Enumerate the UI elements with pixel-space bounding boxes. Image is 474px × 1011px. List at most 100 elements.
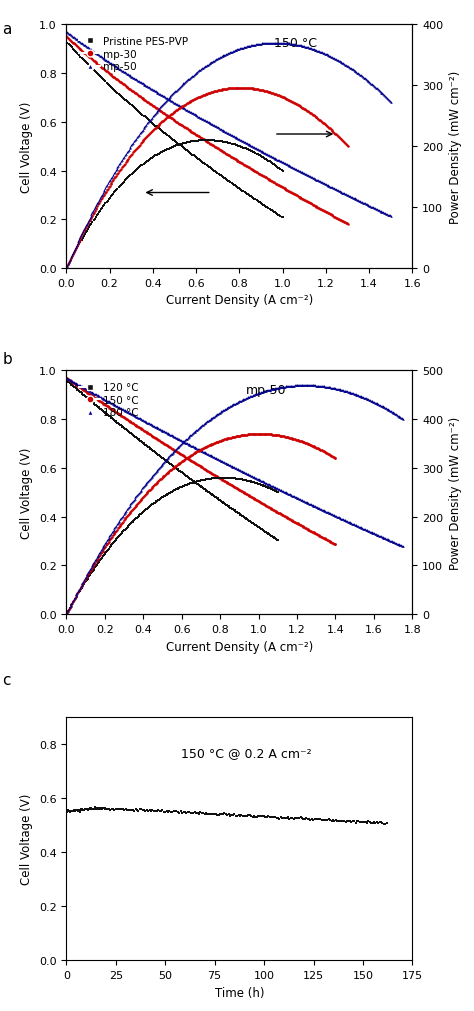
Point: [226, 45, 234, 62]
Point: [386, 208, 393, 224]
Point: [247, 139, 255, 155]
Point: [252, 192, 259, 208]
Point: [255, 808, 262, 824]
Point: [218, 472, 225, 488]
Point: [75, 803, 83, 819]
Point: [102, 397, 110, 413]
Point: [182, 435, 189, 451]
Point: [385, 93, 392, 109]
Point: [354, 519, 361, 535]
Point: [316, 442, 323, 458]
Point: [268, 501, 276, 518]
Point: [96, 547, 104, 563]
Point: [158, 803, 166, 819]
Point: [109, 396, 117, 412]
Point: [131, 143, 139, 159]
Point: [70, 42, 78, 59]
Point: [94, 548, 101, 564]
Point: [217, 404, 225, 421]
Point: [265, 527, 273, 543]
Point: [201, 113, 209, 129]
Point: [254, 519, 261, 535]
Point: [133, 802, 141, 818]
Point: [385, 402, 393, 419]
Point: [125, 170, 132, 186]
Point: [365, 524, 373, 540]
Point: [343, 514, 351, 530]
Point: [277, 155, 285, 171]
Point: [275, 506, 283, 522]
Point: [317, 811, 324, 827]
Point: [307, 378, 315, 394]
Point: [181, 467, 188, 483]
Point: [278, 155, 286, 171]
Point: [75, 40, 82, 57]
Point: [390, 535, 397, 551]
Point: [286, 159, 293, 175]
Point: [95, 48, 103, 64]
Point: [250, 475, 258, 491]
Point: [360, 390, 368, 406]
Point: [222, 456, 229, 472]
Point: [244, 81, 252, 97]
Point: [218, 50, 225, 66]
Point: [310, 812, 317, 828]
Point: [182, 75, 189, 91]
Point: [205, 464, 213, 480]
Point: [259, 809, 266, 825]
Point: [237, 140, 245, 156]
Point: [145, 427, 153, 443]
Point: [212, 119, 220, 135]
Point: [137, 159, 145, 175]
Point: [182, 477, 190, 493]
Point: [291, 515, 299, 531]
Point: [110, 412, 118, 429]
Point: [123, 423, 130, 439]
Point: [77, 231, 84, 247]
Point: [315, 111, 322, 127]
Point: [188, 134, 195, 151]
Point: [64, 803, 72, 819]
Point: [174, 481, 182, 497]
Point: [71, 803, 79, 819]
Point: [259, 474, 266, 490]
Point: [270, 381, 278, 397]
Point: [180, 119, 188, 135]
Point: [97, 401, 104, 418]
Point: [279, 379, 287, 395]
Point: [158, 450, 165, 466]
Point: [103, 801, 111, 817]
Point: [93, 196, 101, 212]
Point: [274, 533, 282, 549]
Point: [264, 809, 272, 825]
Point: [274, 161, 282, 177]
Point: [161, 437, 169, 453]
Point: [328, 813, 336, 829]
Point: [68, 40, 75, 57]
Point: [179, 479, 186, 495]
Point: [64, 257, 72, 273]
Point: [223, 456, 230, 472]
Point: [142, 437, 149, 453]
Point: [273, 810, 281, 826]
Point: [111, 170, 119, 186]
Point: [238, 140, 246, 156]
Point: [232, 137, 240, 154]
Point: [314, 527, 321, 543]
Point: [98, 395, 106, 411]
Point: [232, 43, 239, 60]
Point: [121, 522, 129, 538]
Point: [65, 375, 73, 391]
Point: [114, 181, 121, 197]
Point: [170, 444, 177, 460]
Point: [189, 106, 197, 122]
Point: [263, 427, 270, 443]
Point: [246, 427, 254, 443]
Point: [232, 503, 239, 520]
Point: [236, 462, 243, 478]
Point: [337, 511, 344, 527]
Point: [335, 382, 343, 398]
Point: [120, 523, 128, 539]
Point: [253, 475, 260, 491]
Point: [142, 131, 149, 148]
